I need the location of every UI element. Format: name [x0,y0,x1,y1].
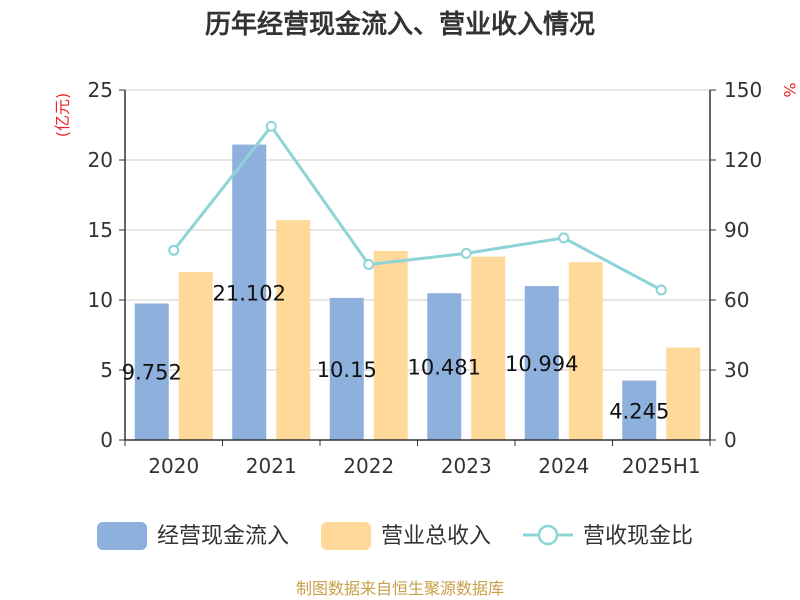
left-tick-label: 15 [88,218,113,242]
bar [524,286,559,440]
right-tick-label: 30 [724,358,749,382]
legend-label-ratio: 营收现金比 [583,524,693,549]
bar [427,293,462,440]
legend-swatch-revenue [321,522,371,550]
bar [232,144,267,440]
x-tick-label: 2024 [538,454,589,478]
bar [622,380,657,440]
x-tick-label: 2020 [148,454,199,478]
left-tick-label: 10 [88,288,113,312]
bar [134,303,169,440]
x-tick-label: 2021 [246,454,297,478]
ratio-point [363,259,375,271]
ratio-line-path [172,123,662,292]
x-tick-label: 2022 [343,454,394,478]
right-tick-label: 90 [724,218,749,242]
right-tick-label: 60 [724,288,749,312]
ratio-point [460,247,472,259]
ratio-point [655,284,667,296]
left-tick-label: 25 [88,78,113,102]
bar-data-label: 4.245 [609,399,669,423]
legend-swatch-cash-inflow [97,522,147,550]
right-tick-label: 0 [724,428,737,452]
bar-data-labels: 9.752 21.102 10.15 10.481 10.994 4.245 [122,281,670,423]
legend-swatch-ratio-marker [537,524,559,546]
axes: 0 5 10 15 20 25 0 30 60 90 120 150 2020 2021 2022 2023 2… [88,78,763,478]
bar [373,251,408,440]
bar-data-label: 10.994 [505,352,578,376]
legend-label-cash-inflow: 经营现金流入 [157,524,289,549]
right-tick-label: 120 [724,148,762,172]
bar-data-label: 10.481 [408,356,481,380]
legend-label-revenue: 营业总收入 [381,524,491,549]
bar-data-label: 21.102 [213,281,286,305]
left-tick-label: 0 [100,428,113,452]
bar [329,297,364,440]
left-tick-label: 20 [88,148,113,172]
ratio-point [265,120,277,132]
bar [471,256,506,440]
chart-title: 历年经营现金流入、营业收入情况 [205,9,595,40]
bar [276,220,311,440]
left-tick-label: 5 [100,358,113,382]
left-axis-unit: (亿元) [53,93,72,138]
ratio-point [168,244,180,256]
right-axis-unit: % [780,82,799,97]
bar [568,262,603,440]
grid-lines [125,89,710,371]
source-note: 制图数据来自恒生聚源数据库 [296,579,504,598]
bars [134,144,701,440]
legend: 经营现金流入 营业总收入 营收现金比 [97,522,693,550]
ratio-point [558,232,570,244]
bar-data-label: 9.752 [122,361,182,385]
bar [666,347,701,440]
x-tick-label: 2025H1 [622,454,701,478]
right-tick-label: 150 [724,78,762,102]
x-tick-label: 2023 [441,454,492,478]
ratio-line [168,120,667,296]
bar [178,272,213,440]
bar-data-label: 10.15 [317,358,377,382]
